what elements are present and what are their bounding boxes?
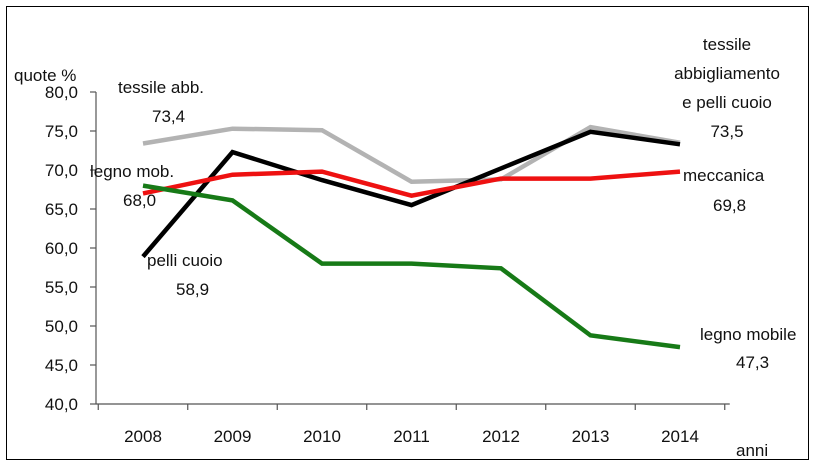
annotations: tessile abb. 73,4 legno mob. 68,0 pelli cuoi…: [90, 35, 796, 372]
annotation-a-pelli-name: pelli cuoio: [147, 251, 223, 270]
series-line-pelli_cuoio: [141, 129, 681, 259]
annotation-a-meccanica-val: 69,8: [713, 196, 746, 215]
series-line-tessile_abb: [142, 124, 681, 184]
y-tick-label: 65,0: [45, 200, 78, 219]
x-tick-label: 2013: [572, 427, 610, 446]
tick-labels: 40,0 45,0 50,0 55,0 60,0 65,0 70,0 75,0 80,0 2008…: [45, 83, 699, 446]
annotation-a-legno-mob-name: legno mob.: [90, 162, 174, 181]
annotation-a-legno-mobile-name: legno mobile: [700, 325, 796, 344]
annotation-a-tessile-abb-val: 73,4: [152, 107, 185, 126]
x-tick-label: 2009: [214, 427, 252, 446]
series-lines: [141, 124, 681, 350]
series-line-meccanica: [142, 169, 681, 199]
x-axis-label: anni: [736, 441, 768, 460]
chart-frame: [6, 6, 809, 460]
y-tick-label: 70,0: [45, 161, 78, 180]
y-tick-label: 55,0: [45, 278, 78, 297]
annotation-a-tessile-full-3: e pelli cuoio: [682, 93, 772, 112]
annotation-a-meccanica-name: meccanica: [683, 166, 765, 185]
y-tick-label: 60,0: [45, 239, 78, 258]
x-tick-label: 2010: [303, 427, 341, 446]
x-tick-label: 2011: [393, 427, 430, 446]
annotation-a-legno-mob-val: 68,0: [123, 191, 156, 210]
x-tick-label: 2008: [124, 427, 162, 446]
annotation-a-tessile-full-val: 73,5: [710, 122, 743, 141]
annotation-a-tessile-full-2: abbigliamento: [674, 64, 780, 83]
series-line-legno_mobile: [142, 183, 681, 350]
annotation-a-legno-mobile-val: 47,3: [736, 353, 769, 372]
y-tick-label: 50,0: [45, 317, 78, 336]
x-tick-label: 2012: [482, 427, 520, 446]
y-tick-label: 80,0: [45, 83, 78, 102]
annotation-a-tessile-full-1: tessile: [703, 35, 751, 54]
y-axis-label: quote %: [14, 66, 76, 85]
y-tick-label: 40,0: [45, 395, 78, 414]
y-tick-label: 75,0: [45, 122, 78, 141]
y-tick-label: 45,0: [45, 356, 78, 375]
axes: [90, 91, 730, 410]
annotation-a-tessile-abb-name: tessile abb.: [118, 78, 204, 97]
x-tick-label: 2014: [661, 427, 699, 446]
annotation-a-pelli-val: 58,9: [176, 280, 209, 299]
